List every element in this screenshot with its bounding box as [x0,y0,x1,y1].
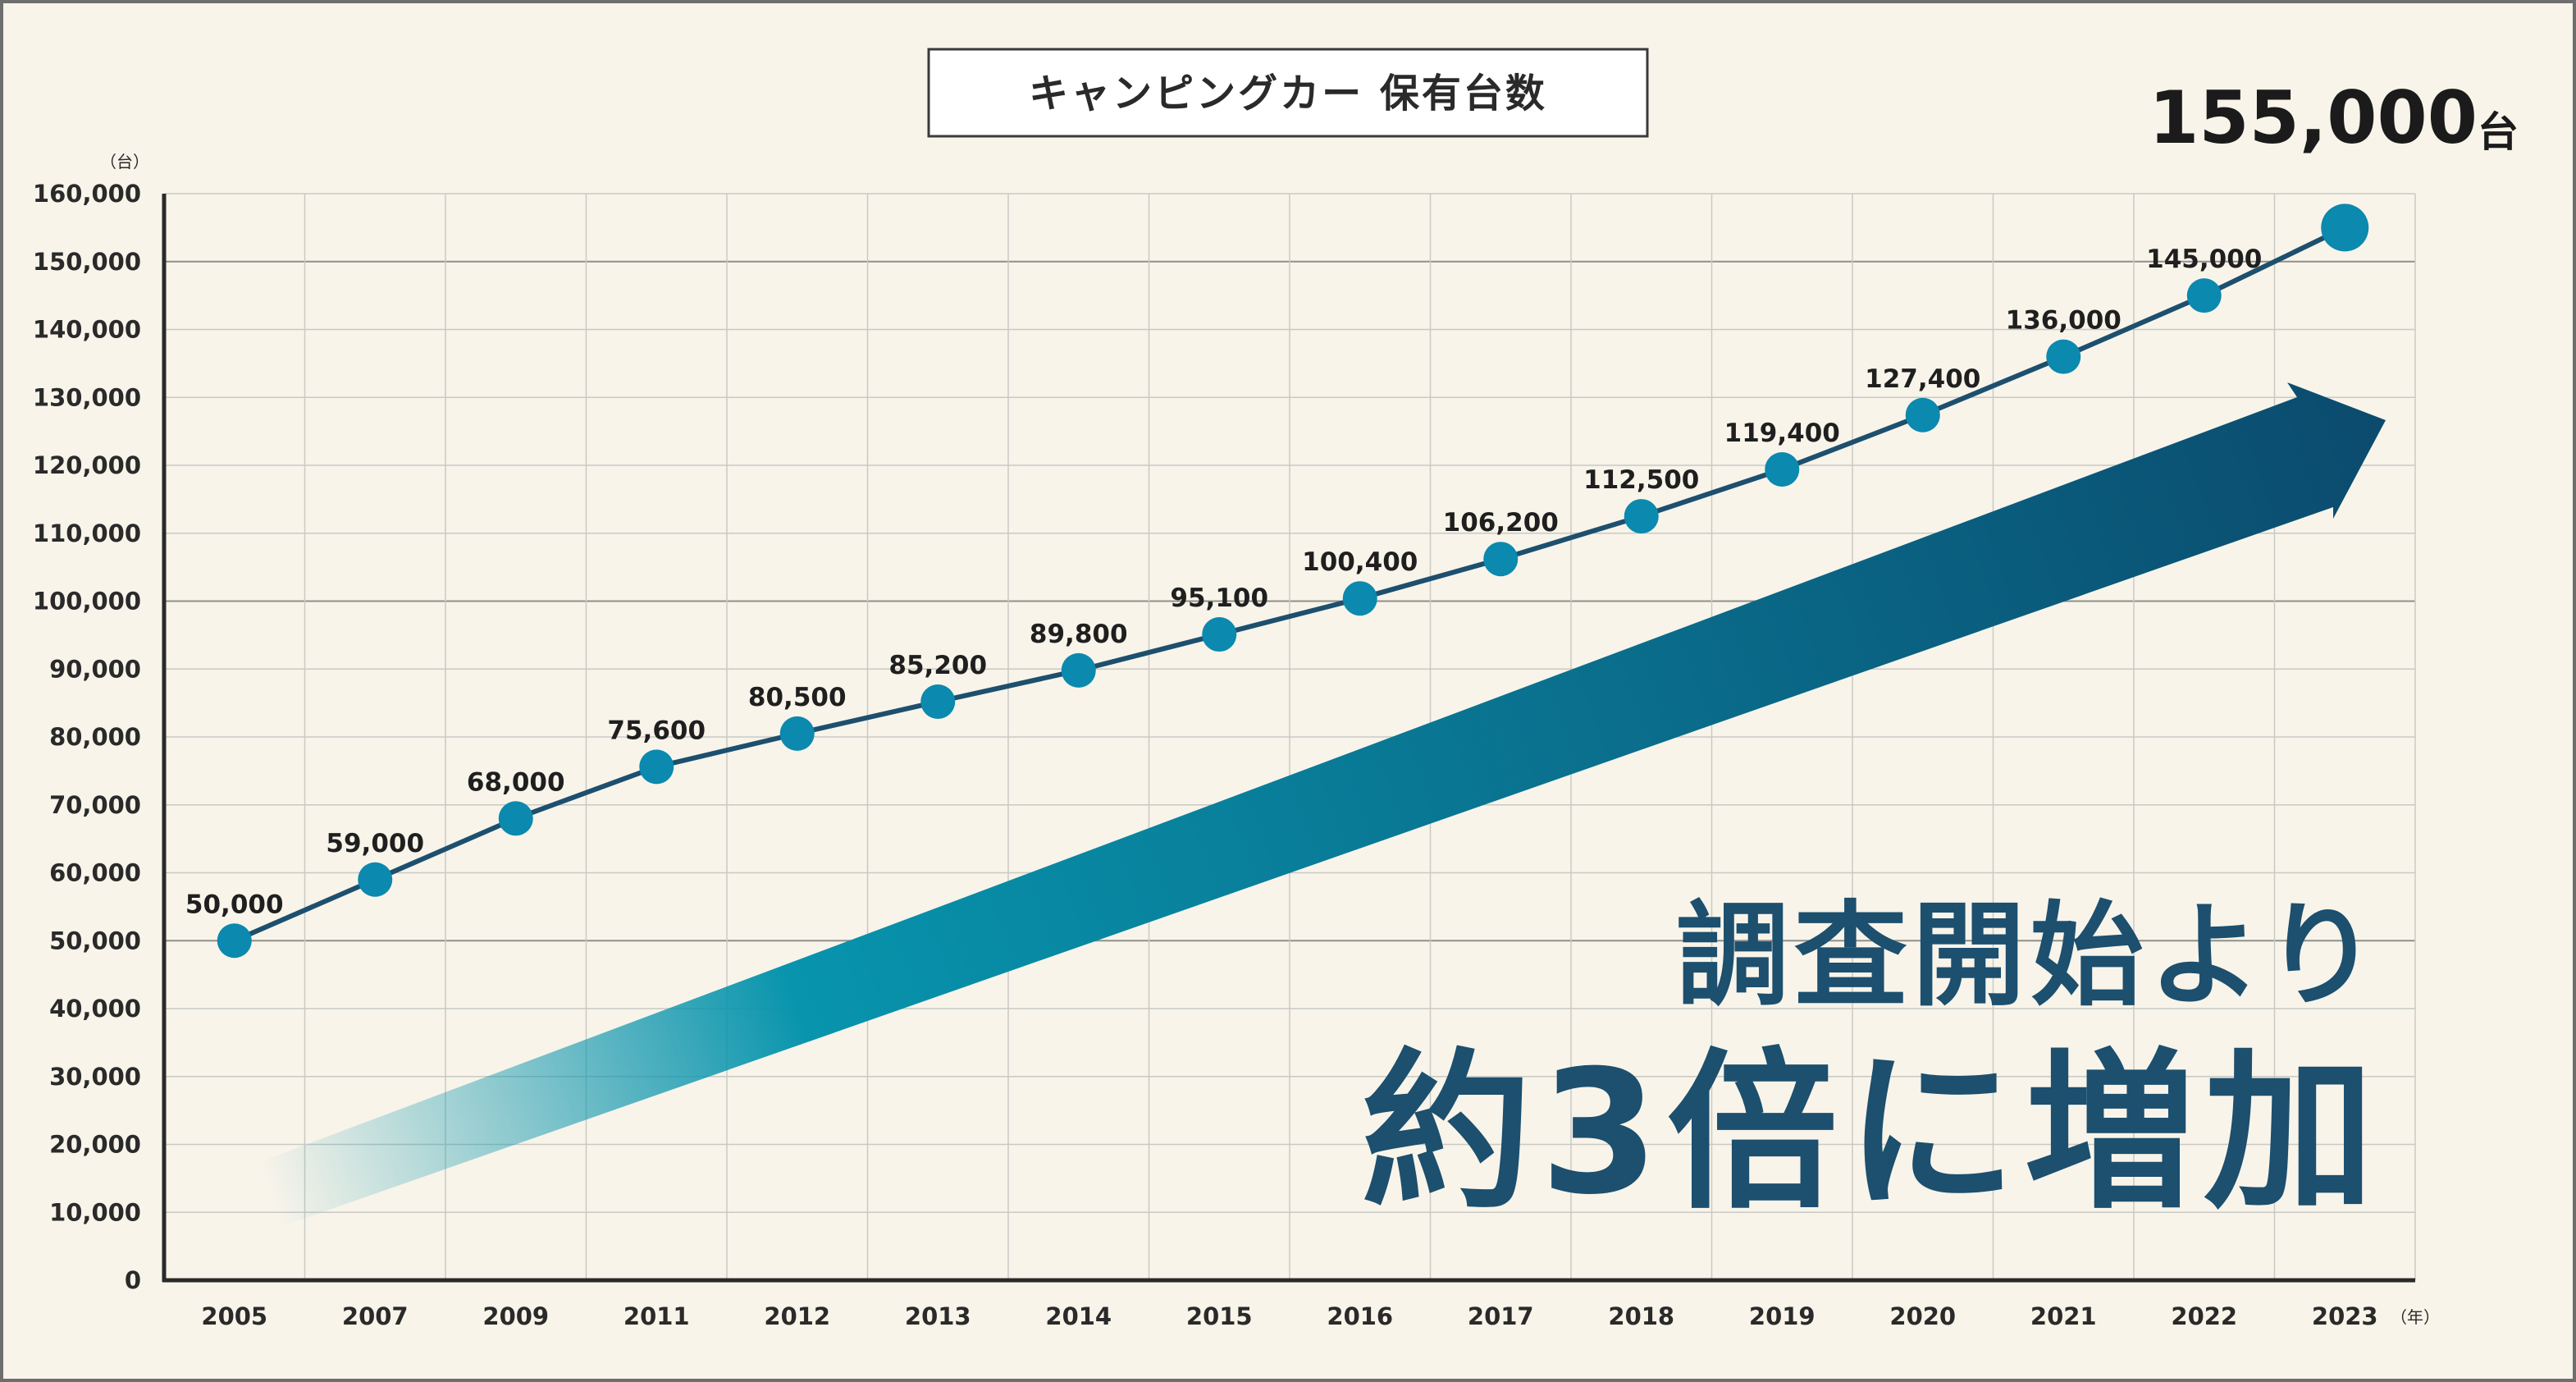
data-label: 75,600 [607,716,706,745]
y-tick-label: 130,000 [33,383,141,411]
data-label: 112,500 [1583,465,1699,495]
y-tick-label: 10,000 [49,1198,141,1226]
x-tick-label: 2005 [201,1302,267,1330]
data-point [1061,652,1096,688]
y-tick-label: 70,000 [49,791,141,819]
highlight-number: 155,000 [2149,76,2478,160]
x-tick-label: 2016 [1327,1302,1393,1330]
chart-title: キャンピングカー 保有台数 [1029,71,1547,117]
y-tick-label: 90,000 [49,655,141,683]
data-label: 85,200 [888,651,987,680]
data-label: 89,800 [1030,620,1128,649]
series-line [233,225,2346,944]
x-tick-label: 2012 [764,1302,830,1330]
data-label: 100,400 [1302,547,1418,577]
data-point [920,684,956,719]
chart-svg: 0 10,000 20,000 30,000 40,000 50,000 60,000 70,… [33,48,2519,1330]
data-markers [217,204,2369,959]
x-tick-label: 2020 [1889,1302,1956,1330]
y-tick-label: 40,000 [49,995,141,1023]
chart-title-box: キャンピングカー 保有台数 [927,48,1649,138]
x-tick-label: 2013 [905,1302,971,1330]
axes-layer [162,194,2415,1283]
callout-line2: 約3倍に増加 [1361,1034,2382,1233]
x-tick-label: 2022 [2171,1302,2237,1330]
x-tick-label: 2018 [1608,1302,1674,1330]
x-tick-label: 2017 [1468,1302,1534,1330]
trend-arrow [259,382,2386,1234]
data-point [1624,499,1659,534]
x-tick-label: 2011 [623,1302,690,1330]
data-label: 59,000 [326,829,424,858]
data-labels: 50,000 59,000 68,000 75,600 80,500 85,200 89,8… [185,245,2262,919]
data-label: 119,400 [1724,419,1840,448]
x-axis-ticks: 2005 2007 2009 2011 2012 2013 2014 2015 2016 2017… [201,1302,2377,1330]
data-point [2321,204,2369,252]
y-tick-label: 50,000 [49,927,141,954]
y-tick-label: 0 [125,1266,141,1294]
data-label: 106,200 [1443,508,1559,538]
highlight-unit: 台 [2478,108,2519,156]
x-tick-label: 2019 [1749,1302,1816,1330]
callout-line1: 調査開始より [1676,890,2382,1022]
data-label: 127,400 [1865,364,1980,394]
y-axis-ticks: 0 10,000 20,000 30,000 40,000 50,000 60,000 70,… [33,180,141,1294]
data-point [1483,542,1519,577]
data-point [779,716,815,751]
data-point [1202,617,1237,652]
x-tick-label: 2014 [1045,1302,1112,1330]
x-tick-label: 2021 [2030,1302,2097,1330]
x-axis-unit: （年） [2391,1307,2440,1327]
data-point [1905,397,1940,432]
data-point [217,923,252,959]
y-tick-label: 30,000 [49,1063,141,1091]
data-point [1765,451,1800,487]
data-label: 145,000 [2146,245,2262,274]
y-tick-label: 80,000 [49,723,141,751]
y-tick-label: 100,000 [33,588,141,615]
y-tick-label: 160,000 [33,180,141,208]
y-tick-label: 150,000 [33,248,141,276]
y-tick-label: 20,000 [49,1131,141,1159]
callout-text: 調査開始より 約3倍に増加 [1361,890,2382,1233]
data-point [2046,339,2081,374]
data-point [498,801,533,836]
x-tick-label: 2009 [482,1302,549,1330]
data-point [639,749,674,785]
x-tick-label: 2015 [1186,1302,1253,1330]
x-tick-label: 2007 [342,1302,409,1330]
data-point [1342,581,1377,616]
y-tick-label: 60,000 [49,859,141,887]
y-tick-label: 140,000 [33,316,141,344]
data-label: 50,000 [185,890,284,919]
y-tick-label: 110,000 [33,519,141,547]
data-label: 68,000 [467,767,565,797]
data-point [358,862,393,897]
y-axis-unit: （台） [100,152,149,172]
y-tick-label: 120,000 [33,451,141,479]
data-label: 80,500 [748,683,847,712]
data-label: 136,000 [2006,306,2122,336]
highlight-value: 155,000 台 [2149,76,2519,160]
x-tick-label: 2023 [2312,1302,2378,1330]
data-point [2186,278,2222,313]
series-line-layer [233,225,2346,944]
data-label: 95,100 [1170,583,1268,613]
